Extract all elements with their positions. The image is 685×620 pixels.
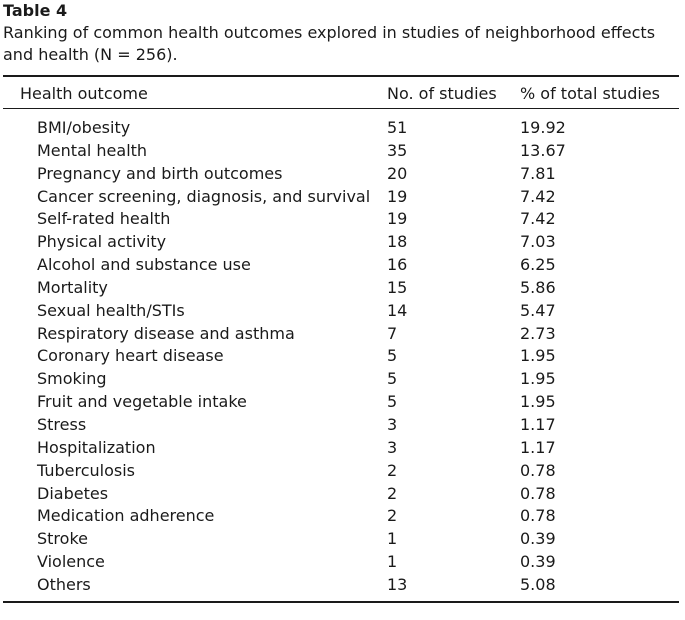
outcome-cell: BMI/obesity: [37, 118, 131, 137]
table-row: Respiratory disease and asthma 7 2.73: [0, 323, 685, 346]
count-cell: 19: [387, 209, 408, 229]
count-cell: 51: [387, 118, 408, 137]
percent-cell: 0.78: [520, 506, 556, 526]
table-row: Tuberculosis 2 0.78: [0, 460, 685, 483]
count-cell: 5: [387, 392, 398, 412]
table-row: Pregnancy and birth outcomes 20 7.81: [0, 163, 685, 186]
header-no-of-studies: No. of studies: [387, 84, 497, 103]
top-rule: [3, 75, 679, 77]
outcome-cell: Alcohol and substance use: [37, 255, 251, 275]
count-cell: 14: [387, 300, 408, 320]
percent-cell: 0.78: [520, 460, 556, 480]
count-cell: 5: [387, 346, 398, 366]
table-row: Mental health 35 13.67: [0, 140, 685, 163]
header-percent-total: % of total studies: [520, 84, 660, 103]
table-row: Coronary heart disease 5 1.95: [0, 345, 685, 368]
count-cell: 3: [387, 414, 398, 434]
outcome-cell: Mortality: [37, 277, 108, 297]
outcome-cell: Stress: [37, 414, 87, 434]
percent-cell: 1.95: [520, 369, 556, 389]
count-cell: 2: [387, 483, 398, 503]
outcome-cell: Physical activity: [37, 232, 167, 252]
table-row: Stroke 1 0.39: [0, 528, 685, 551]
table-label: Table 4: [3, 1, 68, 20]
percent-cell: 6.25: [520, 255, 556, 275]
percent-cell: 19.92: [520, 118, 566, 137]
count-cell: 15: [387, 277, 408, 297]
outcome-cell: Stroke: [37, 529, 88, 549]
outcome-cell: Cancer screening, diagnosis, and surviva…: [37, 186, 371, 206]
table-row: Physical activity 18 7.03: [0, 231, 685, 254]
count-cell: 13: [387, 574, 408, 594]
outcome-cell: Tuberculosis: [37, 460, 135, 480]
bottom-rule: [3, 601, 679, 603]
table-row: Sexual health/STIs 14 5.47: [0, 300, 685, 323]
table-row: Smoking 5 1.95: [0, 368, 685, 391]
table-row: Others 13 5.08: [0, 574, 685, 597]
table-row: Mortality 15 5.86: [0, 277, 685, 300]
count-cell: 20: [387, 163, 408, 183]
outcome-cell: Medication adherence: [37, 506, 215, 526]
percent-cell: 0.78: [520, 483, 556, 503]
table-row: Stress 3 1.17: [0, 414, 685, 437]
percent-cell: 1.17: [520, 414, 556, 434]
percent-cell: 5.08: [520, 574, 556, 594]
outcome-cell: Others: [37, 574, 91, 594]
table-row: Hospitalization 3 1.17: [0, 437, 685, 460]
percent-cell: 7.42: [520, 186, 556, 206]
count-cell: 7: [387, 323, 398, 343]
outcome-cell: Coronary heart disease: [37, 346, 224, 366]
percent-cell: 0.39: [520, 552, 556, 572]
table-row: Self-rated health 19 7.42: [0, 208, 685, 231]
percent-cell: 7.42: [520, 209, 556, 229]
count-cell: 2: [387, 506, 398, 526]
count-cell: 1: [387, 529, 398, 549]
outcome-cell: Smoking: [37, 369, 107, 389]
percent-cell: 5.86: [520, 277, 556, 297]
table-row: Alcohol and substance use 16 6.25: [0, 254, 685, 277]
count-cell: 5: [387, 369, 398, 389]
table-row: Medication adherence 2 0.78: [0, 505, 685, 528]
count-cell: 35: [387, 140, 408, 160]
outcome-cell: Mental health: [37, 140, 148, 160]
outcome-cell: Sexual health/STIs: [37, 300, 185, 320]
outcome-cell: Violence: [37, 552, 105, 572]
table-row: Fruit and vegetable intake 5 1.95: [0, 391, 685, 414]
percent-cell: 5.47: [520, 300, 556, 320]
count-cell: 19: [387, 186, 408, 206]
outcome-cell: Respiratory disease and asthma: [37, 323, 295, 343]
header-health-outcome: Health outcome: [20, 84, 148, 103]
outcome-cell: Pregnancy and birth outcomes: [37, 163, 283, 183]
percent-cell: 7.81: [520, 163, 556, 183]
table-row: BMI/obesity 51 19.92: [0, 117, 685, 140]
count-cell: 1: [387, 552, 398, 572]
count-cell: 18: [387, 232, 408, 252]
outcome-cell: Self-rated health: [37, 209, 171, 229]
outcome-cell: Hospitalization: [37, 437, 156, 457]
outcome-cell: Diabetes: [37, 483, 109, 503]
percent-cell: 2.73: [520, 323, 556, 343]
count-cell: 3: [387, 437, 398, 457]
count-cell: 2: [387, 460, 398, 480]
percent-cell: 7.03: [520, 232, 556, 252]
table-row: Diabetes 2 0.78: [0, 483, 685, 506]
percent-cell: 1.95: [520, 392, 556, 412]
outcome-cell: Fruit and vegetable intake: [37, 392, 247, 412]
table-row: Cancer screening, diagnosis, and surviva…: [0, 186, 685, 209]
header-rule: [3, 108, 679, 109]
percent-cell: 1.95: [520, 346, 556, 366]
count-cell: 16: [387, 255, 408, 275]
percent-cell: 13.67: [520, 140, 566, 160]
percent-cell: 0.39: [520, 529, 556, 549]
table-body: BMI/obesity 51 19.92 Mental health 35 13.67 Pr…: [0, 117, 685, 597]
table-caption: Ranking of common health outcomes explor…: [3, 23, 656, 64]
table-row: Violence 1 0.39: [0, 551, 685, 574]
percent-cell: 1.17: [520, 437, 556, 457]
